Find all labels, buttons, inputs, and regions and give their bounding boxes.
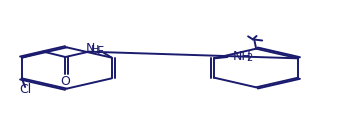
Text: O: O: [61, 75, 70, 88]
Text: 2: 2: [247, 53, 253, 63]
Text: Cl: Cl: [19, 83, 31, 96]
Text: F: F: [96, 44, 103, 58]
Text: N: N: [86, 42, 95, 55]
Text: NH: NH: [233, 50, 251, 63]
Text: H: H: [91, 45, 99, 55]
